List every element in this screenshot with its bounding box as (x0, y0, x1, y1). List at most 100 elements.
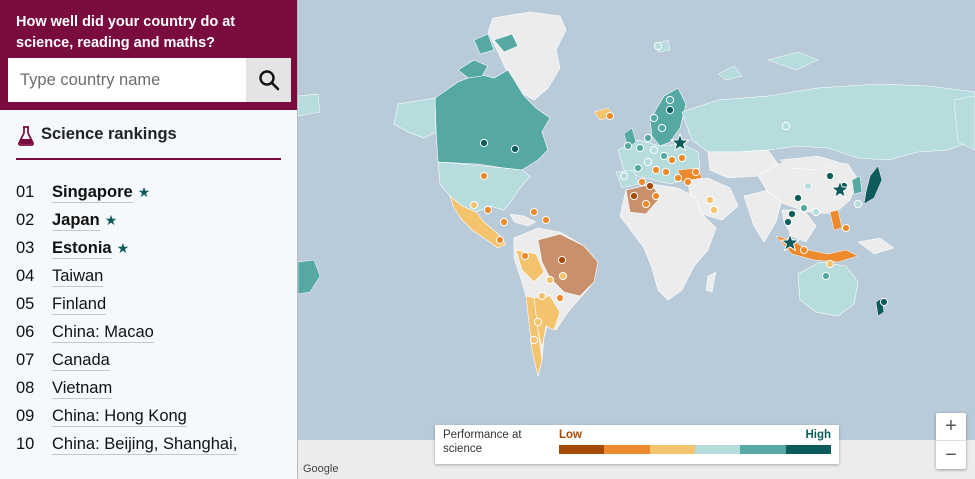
country-marker[interactable] (799, 245, 809, 255)
country-marker[interactable] (811, 207, 821, 217)
country-marker[interactable] (499, 217, 509, 227)
country-marker[interactable] (787, 209, 797, 219)
country-marker[interactable] (879, 297, 889, 307)
top-country-star-icon[interactable] (670, 132, 690, 152)
country-marker[interactable] (793, 193, 803, 203)
ranking-item[interactable]: 02 Japan ★ (16, 206, 281, 234)
country-marker[interactable] (665, 105, 675, 115)
top-country-star-icon[interactable] (830, 179, 850, 199)
country-marker[interactable] (651, 191, 661, 201)
country-marker[interactable] (657, 123, 667, 133)
country-marker[interactable] (529, 335, 539, 345)
country-marker[interactable] (783, 217, 793, 227)
country-marker[interactable] (781, 121, 791, 131)
country-marker[interactable] (555, 293, 565, 303)
ranking-item[interactable]: 05 Finland (16, 290, 281, 318)
ranking-country-name[interactable]: Taiwan (52, 266, 104, 287)
country-marker[interactable] (661, 167, 671, 177)
country-marker[interactable] (558, 271, 568, 281)
country-marker[interactable] (557, 255, 567, 265)
ranking-country-name[interactable]: Singapore (52, 182, 133, 203)
country-marker[interactable] (520, 251, 530, 261)
search-button[interactable] (246, 58, 291, 102)
ranking-item[interactable]: 07 Canada (16, 346, 281, 374)
country-marker[interactable] (659, 151, 669, 161)
country-marker[interactable] (510, 144, 520, 154)
country-marker[interactable] (803, 181, 813, 191)
country-marker[interactable] (825, 171, 835, 181)
country-marker[interactable] (799, 203, 809, 213)
page-title: How well did your country do at science,… (16, 14, 236, 51)
country-marker[interactable] (633, 163, 643, 173)
country-marker[interactable] (649, 113, 659, 123)
zoom-out-button[interactable]: − (945, 443, 957, 466)
country-marker[interactable] (533, 317, 543, 327)
country-marker[interactable] (653, 41, 663, 51)
country-marker[interactable] (825, 259, 835, 269)
rankings-panel: Science rankings 01 Singapore ★ 02 Japan ★ 03 E… (0, 110, 297, 479)
ranking-country-name[interactable]: China: Hong Kong (52, 406, 187, 427)
country-marker[interactable] (673, 173, 683, 183)
legend-label: Performance at science (443, 429, 522, 455)
country-marker[interactable] (853, 199, 863, 209)
new-guinea-shape (857, 237, 895, 255)
country-marker[interactable] (537, 291, 547, 301)
map-canvas[interactable] (298, 0, 975, 479)
country-marker[interactable] (691, 167, 701, 177)
ranking-country-name[interactable]: Finland (52, 294, 107, 315)
ranking-country-name[interactable]: China: Beijing, Shanghai, (52, 434, 238, 455)
country-marker[interactable] (483, 205, 493, 215)
country-marker[interactable] (645, 181, 655, 191)
ranking-country-name[interactable]: Japan (52, 210, 100, 231)
ranking-item[interactable]: 10 China: Beijing, Shanghai, (16, 430, 281, 458)
country-marker[interactable] (479, 138, 489, 148)
country-marker[interactable] (821, 271, 831, 281)
country-marker[interactable] (683, 177, 693, 187)
country-marker[interactable] (469, 200, 479, 210)
ranking-country-name[interactable]: Estonia (52, 238, 112, 259)
zoom-in-button[interactable]: + (936, 413, 966, 441)
country-marker[interactable] (545, 275, 555, 285)
country-marker[interactable] (541, 215, 551, 225)
world-map[interactable] (298, 0, 975, 479)
ranking-country-name[interactable]: Vietnam (52, 378, 113, 399)
mexico-shape (449, 195, 507, 249)
legend-color-scale (559, 445, 831, 454)
country-marker[interactable] (623, 141, 633, 151)
country-marker[interactable] (479, 171, 489, 181)
search-input[interactable] (8, 58, 246, 102)
ranking-item[interactable]: 04 Taiwan (16, 262, 281, 290)
alaska-shape (393, 97, 437, 139)
country-marker[interactable] (629, 191, 639, 201)
ranking-number: 08 (16, 378, 35, 397)
korea-shape (851, 175, 863, 195)
country-marker[interactable] (637, 177, 647, 187)
country-marker[interactable] (709, 205, 719, 215)
ranking-item[interactable]: 09 China: Hong Kong (16, 402, 281, 430)
ranking-item[interactable]: 06 China: Macao (16, 318, 281, 346)
country-marker[interactable] (677, 153, 687, 163)
west-russia-wrap-shape (298, 93, 321, 117)
country-marker[interactable] (667, 155, 677, 165)
ranking-item[interactable]: 01 Singapore ★ (16, 178, 281, 206)
flask-icon (18, 126, 34, 146)
country-marker[interactable] (641, 199, 651, 209)
country-marker[interactable] (841, 223, 851, 233)
country-marker[interactable] (643, 133, 653, 143)
country-marker[interactable] (665, 95, 675, 105)
country-marker[interactable] (635, 143, 645, 153)
country-marker[interactable] (649, 145, 659, 155)
top-country-star-icon[interactable] (780, 232, 800, 252)
country-marker[interactable] (705, 195, 715, 205)
ranking-country-name[interactable]: China: Macao (52, 322, 154, 343)
country-marker[interactable] (495, 235, 505, 245)
country-marker[interactable] (605, 111, 615, 121)
legend-swatch (694, 445, 741, 454)
country-marker[interactable] (529, 207, 539, 217)
ranking-country-name[interactable]: Canada (52, 350, 110, 371)
ranking-item[interactable]: 08 Vietnam (16, 374, 281, 402)
country-marker[interactable] (619, 171, 629, 181)
ranking-item[interactable]: 03 Estonia ★ (16, 234, 281, 262)
country-marker[interactable] (651, 165, 661, 175)
country-marker[interactable] (643, 157, 653, 167)
